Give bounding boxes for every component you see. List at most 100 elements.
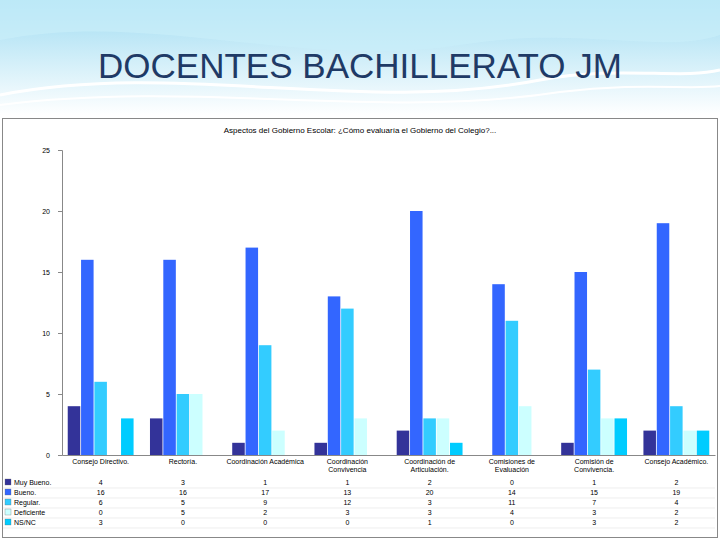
data-table: Muy Bueno.43112012Bueno.1616171320141519… [3, 479, 715, 528]
x-tick-label-line: Convivencia. [574, 466, 614, 473]
data-label: 4 [510, 509, 514, 516]
data-label: 5 [181, 509, 185, 516]
bar [492, 284, 505, 455]
data-label: 3 [428, 499, 432, 506]
y-tick-mark [58, 150, 62, 151]
x-tick: Comisión deConvivencia. [574, 458, 614, 473]
data-label: 20 [426, 489, 434, 496]
x-tick-label: Consejo Académico. [644, 458, 708, 466]
bar [163, 260, 176, 455]
bar [68, 406, 81, 455]
bar [532, 455, 545, 456]
data-label: 3 [99, 519, 103, 526]
y-tick-mark [58, 455, 62, 456]
x-tick: Comisiones deEvaluación [489, 458, 535, 473]
bar [354, 418, 367, 455]
bar [506, 321, 519, 455]
background [0, 0, 720, 540]
bar [697, 431, 710, 455]
bar [108, 455, 121, 456]
legend-label: Bueno. [14, 489, 36, 496]
y-tick-label: 0 [46, 452, 50, 459]
bar-series [94, 309, 682, 455]
data-label: 15 [590, 489, 598, 496]
data-label: 3 [428, 509, 432, 516]
x-tick-label-line: Coordinación Académica [226, 458, 304, 465]
bar [450, 443, 463, 455]
y-tick: 25 [42, 147, 62, 154]
legend-swatch [5, 519, 11, 525]
y-tick-label: 10 [42, 330, 50, 337]
data-label: 14 [508, 489, 516, 496]
data-label: 3 [345, 509, 349, 516]
bar [437, 418, 450, 455]
data-label: 0 [181, 519, 185, 526]
x-tick: CoordinaciónConvivencia [327, 458, 368, 473]
data-label: 5 [181, 499, 185, 506]
x-tick: Coordinación Académica [226, 458, 304, 465]
bar [561, 443, 574, 455]
data-label: 16 [97, 489, 105, 496]
data-label: 2 [674, 509, 678, 516]
header-band [0, 0, 720, 115]
bar [683, 431, 696, 455]
wave [0, 86, 720, 105]
data-label: 1 [345, 479, 349, 486]
legend-swatch [5, 509, 11, 515]
bar [150, 418, 163, 455]
data-label: 0 [345, 519, 349, 526]
y-tick-label: 15 [42, 269, 50, 276]
y-tick-label: 25 [42, 147, 50, 154]
bar [519, 406, 532, 455]
legend-label: Regular. [14, 499, 40, 507]
bar [203, 455, 216, 456]
data-label: 19 [672, 489, 680, 496]
bar [575, 272, 588, 455]
bar [94, 382, 107, 455]
data-label: 6 [99, 499, 103, 506]
data-label: 0 [510, 519, 514, 526]
y-axis-line [58, 151, 63, 456]
y-tick-mark [58, 211, 62, 212]
legend-label: Deficiente [14, 509, 45, 516]
y-tick-mark [58, 272, 62, 273]
data-label: 7 [592, 499, 596, 506]
x-tick-label-line: Comisión de [575, 458, 614, 465]
legend-swatch [5, 499, 11, 505]
y-tick-label: 5 [46, 391, 50, 398]
data-label: 4 [674, 499, 678, 506]
bar [190, 394, 203, 455]
bar [588, 370, 601, 455]
slide: DOCENTES BACHILLERATO JMAspectos del Gob… [0, 0, 720, 540]
x-tick: Coordinación deArticulación. [404, 458, 455, 473]
chart-frame [3, 119, 718, 538]
data-label: 17 [261, 489, 269, 496]
legend-label: Muy Bueno. [14, 479, 51, 487]
y-tick: 20 [42, 208, 62, 215]
x-tick: Consejo Académico. [644, 458, 708, 466]
y-tick: 0 [46, 452, 62, 459]
data-label: 2 [428, 479, 432, 486]
bar [232, 443, 245, 455]
bar [614, 418, 627, 455]
data-label: 1 [428, 519, 432, 526]
bar [272, 431, 285, 455]
data-label: 9 [263, 499, 267, 506]
y-tick-mark [58, 394, 62, 395]
table-rule [3, 528, 715, 529]
bar [410, 211, 423, 455]
y-tick: 15 [42, 269, 62, 276]
y-axis: 0 5 10 15 20 25 [42, 147, 62, 459]
legend-swatch [5, 479, 11, 485]
bar [657, 223, 670, 455]
x-tick: Consejo Directivo. [72, 458, 129, 466]
bar [397, 431, 410, 455]
x-tick-label: Coordinación deArticulación. [404, 458, 455, 473]
table-rule [3, 518, 715, 519]
data-label: 16 [179, 489, 187, 496]
bar-series [81, 211, 669, 455]
y-tick-label: 20 [42, 208, 50, 215]
data-label: 11 [508, 499, 515, 506]
data-label: 2 [263, 509, 267, 516]
bar-series [68, 406, 656, 455]
